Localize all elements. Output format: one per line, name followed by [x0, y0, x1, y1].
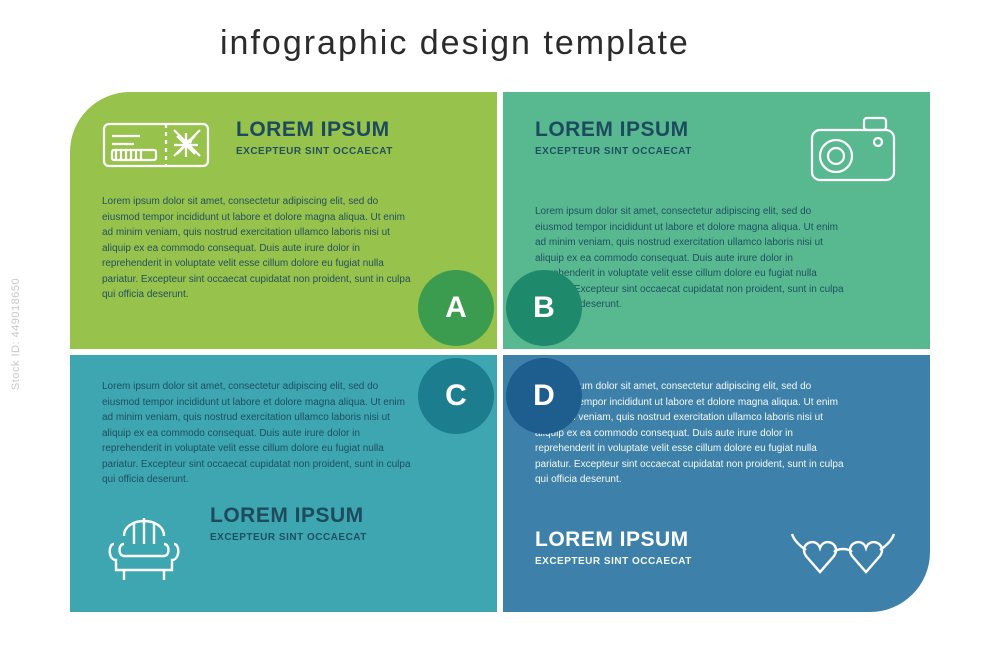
panel-c-body: Lorem ipsum dolor sit amet, consectetur … — [102, 379, 414, 488]
panel-d-subheading: EXCEPTEUR SINT OCCAECAT — [535, 556, 764, 567]
panel-b-body: Lorem ipsum dolor sit amet, consectetur … — [535, 204, 847, 313]
panel-a-heading: LOREM IPSUM — [236, 118, 465, 142]
watermark: Stock ID: 449018650 — [10, 277, 22, 389]
panel-b: LOREM IPSUM EXCEPTEUR SINT OCCAECAT Lore… — [503, 92, 930, 349]
panel-d-body: Lorem ipsum dolor sit amet, consectetur … — [535, 379, 847, 488]
panel-b-heading: LOREM IPSUM — [535, 118, 784, 142]
panel-c: Lorem ipsum dolor sit amet, consectetur … — [70, 355, 497, 612]
panel-a-body: Lorem ipsum dolor sit amet, consectetur … — [102, 194, 414, 303]
camera-icon — [808, 116, 898, 184]
page-title: infographic design template — [220, 24, 690, 63]
panel-a: LOREM IPSUM EXCEPTEUR SINT OCCAECAT Lore… — [70, 92, 497, 349]
panel-a-subheading: EXCEPTEUR SINT OCCAECAT — [236, 146, 465, 157]
infographic-grid: LOREM IPSUM EXCEPTEUR SINT OCCAECAT Lore… — [70, 92, 930, 612]
panel-d: Lorem ipsum dolor sit amet, consectetur … — [503, 355, 930, 612]
panel-c-subheading: EXCEPTEUR SINT OCCAECAT — [210, 532, 465, 543]
panel-c-heading: LOREM IPSUM — [210, 504, 465, 528]
armchair-icon — [102, 502, 186, 586]
heart-glasses-icon — [788, 526, 898, 586]
ticket-icon — [102, 116, 212, 174]
panel-b-subheading: EXCEPTEUR SINT OCCAECAT — [535, 146, 784, 157]
panel-d-heading: LOREM IPSUM — [535, 528, 764, 552]
